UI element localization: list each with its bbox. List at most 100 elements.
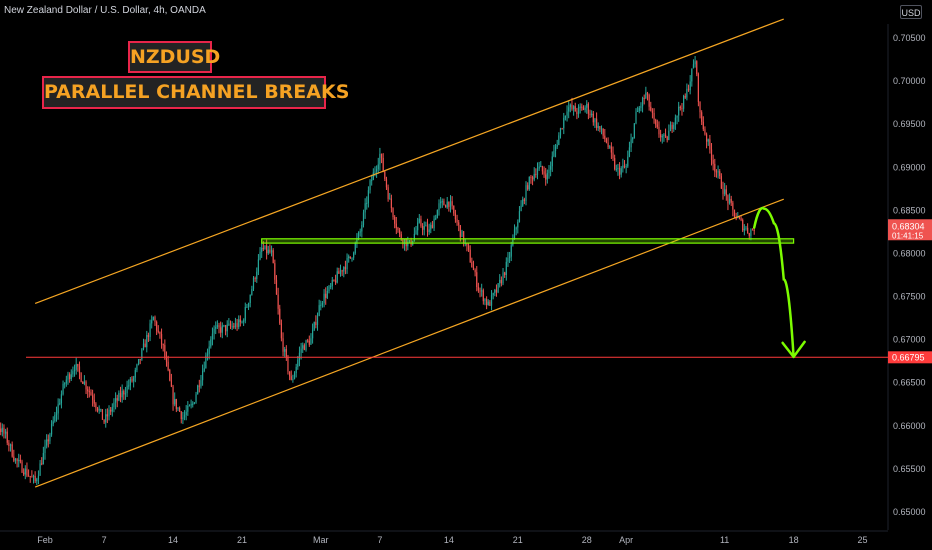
price-tick: 0.65500 [893, 464, 926, 474]
axis-ticks: 0.70500 0.70000 0.69500 0.69000 0.68500 0.680… [37, 33, 925, 545]
candle-body [641, 97, 644, 107]
candle-body [502, 272, 504, 284]
candle-body [469, 249, 471, 263]
candle-body [538, 166, 540, 169]
candle-body [541, 166, 544, 172]
candle-body [625, 166, 627, 168]
candle-body [637, 110, 639, 112]
candle-body [668, 130, 670, 141]
candle-body [389, 198, 391, 200]
time-tick: 28 [582, 535, 592, 545]
candle-body [149, 323, 151, 338]
candle-body [133, 377, 135, 382]
candle-body [484, 299, 486, 302]
candle-body [272, 250, 274, 264]
candle-body [607, 142, 609, 148]
candle-body [696, 61, 698, 74]
price-tick: 0.69500 [893, 119, 926, 129]
candle-body [430, 224, 432, 230]
candle-body [213, 328, 215, 334]
candle-body [315, 322, 317, 326]
candle-body [444, 205, 447, 208]
time-tick: 21 [513, 535, 523, 545]
candle-body [638, 107, 640, 111]
candle-body [385, 178, 388, 188]
candle-body [408, 240, 411, 242]
candle-body [643, 97, 645, 99]
candle-body [600, 128, 603, 130]
candle-body [252, 277, 255, 289]
candle-body [551, 156, 553, 167]
candle-body [285, 349, 287, 357]
candle-body [523, 199, 525, 201]
candle-body [686, 88, 688, 98]
candle-body [62, 383, 64, 395]
candle-body [571, 104, 573, 109]
candle-body [663, 134, 665, 137]
candle-body [390, 198, 392, 209]
candle-body [167, 361, 169, 370]
candle-body [699, 101, 701, 113]
candle-body [321, 302, 324, 305]
candle-body [543, 171, 545, 175]
candle-body [147, 334, 150, 338]
candle-body [684, 96, 686, 98]
candle-body [582, 107, 585, 110]
candle-body [24, 468, 26, 475]
candle-body [172, 386, 174, 405]
candle-body [229, 323, 232, 327]
time-tick: 14 [168, 535, 178, 545]
candle-body [251, 288, 253, 295]
candle-body [266, 245, 268, 254]
candle-body [339, 270, 342, 274]
currency-button[interactable]: USD [900, 5, 922, 19]
candle-body [597, 126, 599, 128]
candle-body [114, 398, 117, 403]
candle-body [392, 208, 394, 218]
candle-body [655, 119, 657, 125]
candle-body [274, 263, 276, 280]
candle-body [233, 326, 235, 328]
candle-body [284, 349, 286, 352]
countdown-value: 01:41:15 [892, 231, 924, 240]
candle-body [658, 126, 660, 135]
candle-body [563, 117, 565, 129]
candle-body [287, 356, 289, 372]
candle-body [297, 359, 299, 367]
candle-body [395, 223, 397, 228]
candle-body [280, 323, 282, 339]
candle-body [267, 249, 269, 254]
candle-body [423, 226, 425, 230]
candle-body [11, 444, 13, 457]
candle-body [31, 476, 33, 478]
candle-body [628, 147, 631, 157]
candle-body [179, 407, 181, 412]
candle-body [384, 171, 386, 179]
candle-body [206, 353, 209, 356]
candle-body [410, 240, 412, 245]
candle-body [52, 421, 54, 424]
candle-body [13, 456, 15, 461]
candle-body [330, 285, 332, 287]
candle-body [72, 371, 74, 375]
candle-body [402, 239, 404, 245]
candle-body [376, 169, 378, 172]
candle-body [221, 325, 223, 333]
candle-body [691, 68, 693, 82]
candle-body [313, 322, 315, 330]
candle-body [8, 442, 10, 446]
price-tick: 0.67000 [893, 335, 926, 345]
candle-body [653, 112, 655, 120]
candle-body [257, 259, 260, 272]
candle-body [579, 106, 581, 108]
candle-body [170, 380, 173, 387]
candle-body [417, 222, 419, 231]
candle-body [289, 371, 291, 377]
candle-body [154, 317, 156, 322]
candle-body [671, 124, 673, 129]
candle-body [701, 112, 703, 122]
candle-body [215, 326, 217, 329]
channel-lower-line [34, 198, 784, 488]
candle-body [507, 257, 509, 262]
